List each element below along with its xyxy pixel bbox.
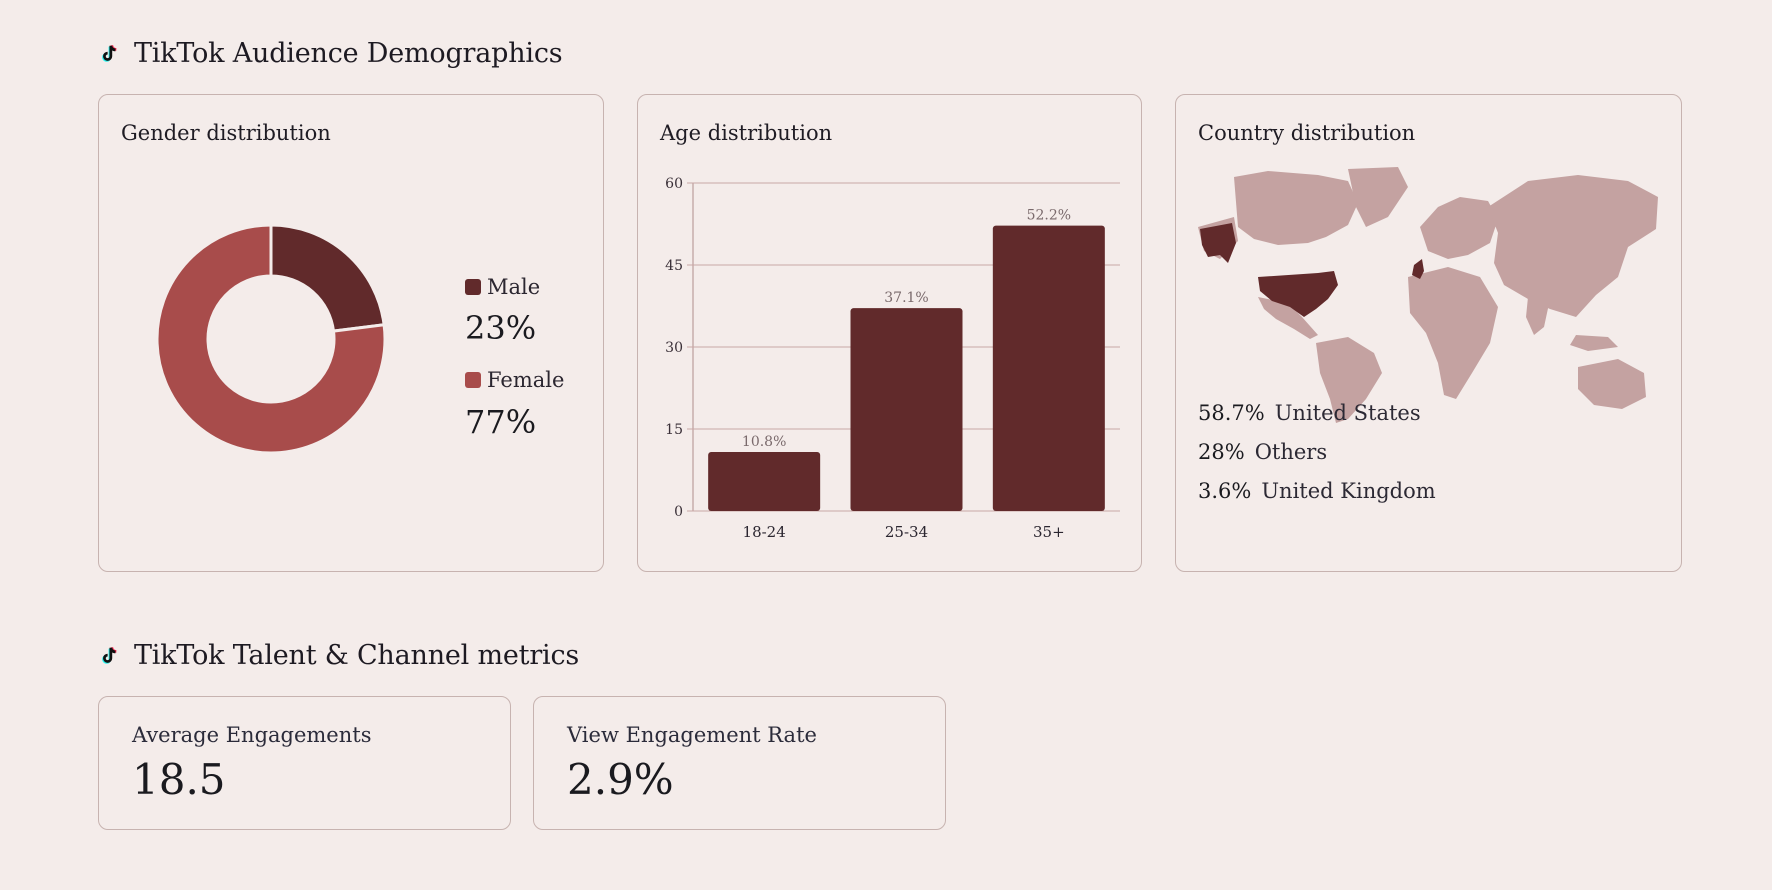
gender-card-title: Gender distribution [121, 121, 331, 145]
metric-value: 18.5 [132, 755, 226, 804]
bar-25-34 [850, 308, 963, 511]
section-title-text: TikTok Talent & Channel metrics [134, 640, 580, 671]
donut-slice-male [269, 223, 386, 333]
country-row-others: 28% Others [1198, 440, 1327, 464]
female-percentage: 77% [465, 403, 537, 441]
legend-label-male: Male [487, 275, 541, 299]
y-tick-label: 15 [665, 422, 683, 438]
usa-region [1258, 271, 1338, 317]
bar-18-24 [708, 451, 821, 511]
male-swatch [465, 279, 481, 295]
average-engagements-card: Average Engagements 18.5 [98, 696, 511, 830]
country-pct: 58.7% [1198, 401, 1265, 425]
tiktok-icon [102, 646, 117, 664]
male-percentage: 23% [465, 309, 537, 347]
section-title-text: TikTok Audience Demographics [134, 38, 563, 69]
country-pct: 3.6% [1198, 479, 1252, 503]
donut-slice-female [155, 223, 387, 455]
alaska-region [1200, 223, 1236, 263]
uk-region [1412, 259, 1424, 279]
age-distribution-card: Age distribution 0 15 30 45 60 10.8% 18-24 37.1… [637, 94, 1142, 572]
bar-data-label: 10.8% [742, 434, 786, 450]
age-card-title: Age distribution [660, 121, 833, 145]
country-name: United Kingdom [1261, 479, 1436, 503]
world-map [1198, 167, 1658, 423]
bar-data-label: 37.1% [884, 290, 928, 306]
x-tick-label: 25-34 [885, 523, 928, 541]
bar-35+ [992, 225, 1105, 511]
y-tick-label: 0 [674, 504, 683, 520]
metric-value: 2.9% [567, 755, 674, 804]
view-engagement-rate-card: View Engagement Rate 2.9% [533, 696, 946, 830]
country-row-uk: 3.6% United Kingdom [1198, 479, 1436, 503]
legend-label-female: Female [487, 368, 565, 392]
country-distribution-card: Country distribution [1175, 94, 1682, 572]
demographics-section-title: TikTok Audience Demographics [98, 38, 563, 69]
country-row-us: 58.7% United States [1198, 401, 1421, 425]
x-tick-label: 35+ [1033, 523, 1065, 541]
y-tick-label: 30 [665, 340, 683, 356]
gender-donut-chart [155, 223, 387, 455]
tiktok-icon [102, 44, 117, 62]
metric-label: Average Engagements [132, 723, 372, 747]
country-name: United States [1274, 401, 1421, 425]
y-tick-label: 60 [665, 176, 683, 192]
female-swatch [465, 372, 481, 388]
metric-label: View Engagement Rate [567, 723, 817, 747]
country-pct: 28% [1198, 440, 1245, 464]
x-tick-label: 18-24 [743, 523, 786, 541]
bar-data-label: 52.2% [1027, 208, 1071, 224]
metrics-section-title: TikTok Talent & Channel metrics [98, 640, 579, 671]
country-name: Others [1254, 440, 1328, 464]
age-bar-chart: 0 15 30 45 60 10.8% 18-24 37.1% 25-34 52.2% 35+ [665, 176, 1120, 541]
legend-item-male: Male [465, 275, 540, 299]
gender-distribution-card: Gender distribution Male 23% Female 77% [98, 94, 604, 572]
country-card-title: Country distribution [1198, 121, 1416, 145]
legend-item-female: Female [465, 368, 564, 392]
y-tick-label: 45 [665, 258, 683, 274]
